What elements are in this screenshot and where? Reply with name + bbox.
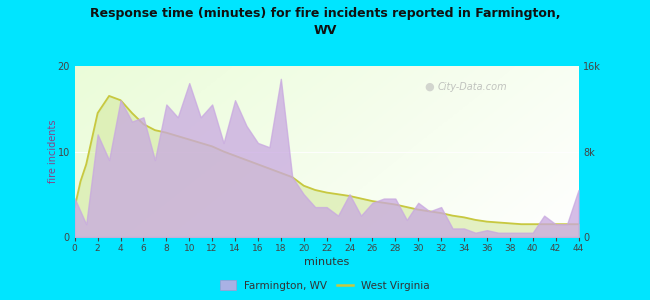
Text: ●: ● <box>425 82 435 92</box>
Legend: Farmington, WV, West Virginia: Farmington, WV, West Virginia <box>216 276 434 295</box>
X-axis label: minutes: minutes <box>304 257 349 267</box>
Y-axis label: fire incidents: fire incidents <box>48 120 58 183</box>
Text: City-Data.com: City-Data.com <box>437 82 507 92</box>
Text: Response time (minutes) for fire incidents reported in Farmington,
WV: Response time (minutes) for fire inciden… <box>90 8 560 37</box>
